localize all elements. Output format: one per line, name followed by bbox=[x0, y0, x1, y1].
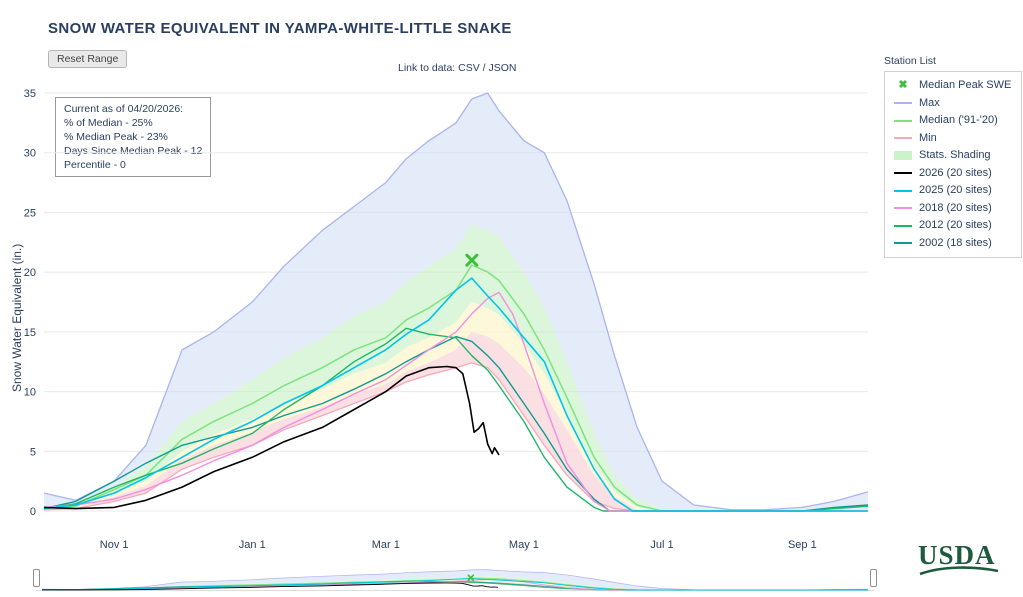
stat-line-max bbox=[43, 92, 869, 511]
line-2025-swatch bbox=[894, 189, 912, 192]
x-tick-label: Jan 1 bbox=[239, 539, 266, 551]
max-line-swatch bbox=[894, 102, 912, 104]
y-tick-label: 35 bbox=[24, 88, 36, 100]
median-peak-swe-marker bbox=[465, 253, 479, 267]
series-line-2026 bbox=[43, 365, 500, 510]
usda-logo-text: USDA bbox=[918, 540, 996, 570]
status-line-percentile: Percentile - 0 bbox=[64, 159, 126, 172]
link-to-data-label: Link to data: bbox=[398, 62, 456, 74]
station-list-link[interactable]: Station List bbox=[884, 55, 936, 67]
legend-item-min[interactable]: Min bbox=[894, 132, 1012, 145]
legend-label: 2012 (20 sites) bbox=[919, 219, 992, 231]
band-max-band bbox=[44, 93, 868, 511]
y-tick-label: 0 bbox=[30, 506, 36, 518]
legend-label: Median Peak SWE bbox=[919, 79, 1012, 91]
y-tick-label: 25 bbox=[24, 207, 36, 219]
range-slider-handle-right[interactable] bbox=[870, 569, 877, 587]
range-slider-chart bbox=[36, 569, 874, 591]
csv-link[interactable]: CSV bbox=[458, 62, 480, 74]
page-title: SNOW WATER EQUIVALENT IN YAMPA-WHITE-LIT… bbox=[48, 20, 512, 37]
y-tick-label: 15 bbox=[24, 327, 36, 339]
legend-label: 2018 (20 sites) bbox=[919, 201, 992, 214]
legend-label: 2026 (20 sites) bbox=[919, 166, 992, 179]
legend-item-median-peak-swe[interactable]: ✖ Median Peak SWE bbox=[894, 79, 1012, 92]
y-tick-label: 20 bbox=[24, 267, 36, 279]
series-line-2026 bbox=[41, 582, 499, 591]
x-tick-label: Mar 1 bbox=[372, 539, 400, 551]
legend-item-max[interactable]: Max bbox=[894, 97, 1012, 110]
y-tick-label: 30 bbox=[24, 148, 36, 160]
range-slider-handle-left[interactable] bbox=[33, 569, 40, 587]
range-slider[interactable] bbox=[33, 566, 877, 592]
legend-label: Stats. Shading bbox=[919, 149, 991, 161]
legend-item-stats-shading[interactable]: Stats. Shading bbox=[894, 149, 1012, 162]
series-line-2018 bbox=[41, 578, 868, 591]
median-line-swatch bbox=[894, 119, 912, 122]
series-line-2025 bbox=[41, 578, 868, 591]
legend-item-2018-20-sites[interactable]: 2018 (20 sites) bbox=[894, 202, 1012, 215]
legend-label: Median ('91-'20) bbox=[919, 114, 998, 126]
legend: ✖ Median Peak SWE Max Median ('91-'20) Min St… bbox=[884, 71, 1022, 258]
band-mid-shading bbox=[44, 302, 868, 511]
current-status-box: Current as of 04/20/2026: % of Median - … bbox=[55, 97, 212, 178]
min-line-swatch bbox=[894, 137, 912, 139]
link-separator: / bbox=[482, 62, 486, 74]
x-tick-label: Jul 1 bbox=[650, 539, 673, 551]
series-line-2018 bbox=[43, 291, 868, 512]
legend-item-2026-20-sites[interactable]: 2026 (20 sites) bbox=[894, 167, 1012, 180]
stats-shading-swatch bbox=[894, 151, 912, 160]
status-line-days-since: Days Since Median Peak - 12 bbox=[64, 145, 203, 158]
line-2018-swatch bbox=[894, 207, 912, 209]
line-2026-swatch bbox=[894, 172, 912, 174]
x-marker-icon: ✖ bbox=[898, 79, 908, 91]
legend-label: Min bbox=[919, 131, 937, 144]
x-tick-label: Nov 1 bbox=[100, 539, 129, 551]
line-2012-swatch bbox=[894, 224, 912, 227]
status-line-pct-median: % of Median - 25% bbox=[64, 117, 153, 130]
y-tick-label: 10 bbox=[24, 387, 36, 399]
legend-label: 2025 (20 sites) bbox=[919, 184, 992, 196]
x-tick-label: Sep 1 bbox=[788, 539, 817, 551]
reset-range-button[interactable]: Reset Range bbox=[48, 50, 128, 68]
x-tick-label: May 1 bbox=[509, 539, 539, 551]
json-link[interactable]: JSON bbox=[488, 62, 517, 74]
legend-item-median-91-20[interactable]: Median ('91-'20) bbox=[894, 114, 1012, 127]
legend-item-2025-20-sites[interactable]: 2025 (20 sites) bbox=[894, 184, 1012, 197]
legend-label: Max bbox=[919, 96, 940, 109]
usda-swoosh-icon bbox=[919, 566, 999, 576]
usda-logo: USDA bbox=[918, 541, 1008, 576]
legend-label: 2002 (18 sites) bbox=[919, 236, 992, 249]
line-2002-swatch bbox=[894, 242, 912, 244]
status-line-current-date: Current as of 04/20/2026: bbox=[64, 103, 184, 115]
y-tick-label: 5 bbox=[30, 446, 36, 458]
data-links: Link to data: CSV / JSON bbox=[398, 62, 517, 74]
series-line-2025 bbox=[43, 277, 868, 512]
status-line-pct-peak: % Median Peak - 23% bbox=[64, 131, 168, 144]
main-chart-plot-area[interactable]: 0 5 10 15 20 25 30 35 Nov 1 Jan 1 Mar 1 May 1 Jul 1 S… bbox=[0, 60, 880, 560]
band-min-band bbox=[44, 331, 868, 511]
legend-item-2012-20-sites[interactable]: 2012 (20 sites) bbox=[894, 219, 1012, 232]
legend-item-2002-18-sites[interactable]: 2002 (18 sites) bbox=[894, 237, 1012, 250]
median-peak-swe-marker bbox=[467, 574, 475, 582]
